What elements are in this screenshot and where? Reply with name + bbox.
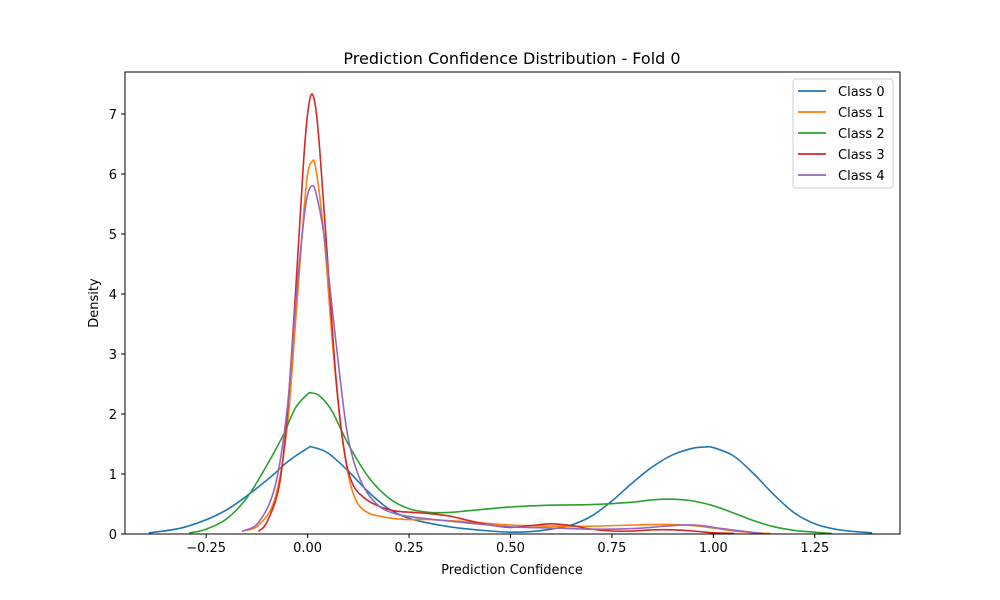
x-axis-label: Prediction Confidence (441, 563, 583, 578)
series-line-class-1 (241, 159, 771, 535)
legend-label: Class 2 (838, 127, 885, 142)
legend: Class 0 Class 1 Class 2 Class 3 Class 4 (792, 78, 894, 189)
x-axis-ticks: −0.25 0.00 0.25 0.50 0.75 1.00 1.25 (186, 534, 829, 556)
y-tick-label: 6 (109, 168, 117, 183)
x-tick-label: 0.25 (395, 541, 424, 556)
x-tick-label: 1.00 (699, 541, 728, 556)
y-tick-label: 4 (109, 288, 117, 303)
series-line-class-4 (241, 184, 763, 535)
y-axis-ticks: 0 1 2 3 4 5 6 7 (109, 108, 125, 543)
chart-title: Prediction Confidence Distribution - Fol… (343, 49, 680, 68)
y-tick-label: 7 (109, 108, 117, 123)
y-tick-label: 3 (109, 348, 117, 363)
y-tick-label: 0 (109, 528, 117, 543)
legend-box (792, 78, 894, 189)
legend-label: Class 4 (838, 169, 885, 184)
x-tick-label: 1.25 (800, 541, 829, 556)
y-tick-label: 2 (109, 408, 117, 423)
y-tick-label: 1 (109, 468, 117, 483)
axes-frame (124, 71, 901, 535)
x-tick-label: −0.25 (186, 541, 226, 556)
plot-lines (148, 93, 873, 535)
series-line-class-0 (148, 445, 873, 534)
legend-label: Class 3 (838, 148, 885, 163)
x-tick-label: 0.50 (496, 541, 525, 556)
legend-label: Class 0 (838, 85, 885, 100)
legend-label: Class 1 (838, 106, 885, 121)
x-tick-label: 0.00 (293, 541, 322, 556)
x-tick-label: 0.75 (597, 541, 626, 556)
y-axis-label: Density (87, 278, 102, 328)
y-tick-label: 5 (109, 228, 117, 243)
series-line-class-3 (258, 93, 735, 535)
